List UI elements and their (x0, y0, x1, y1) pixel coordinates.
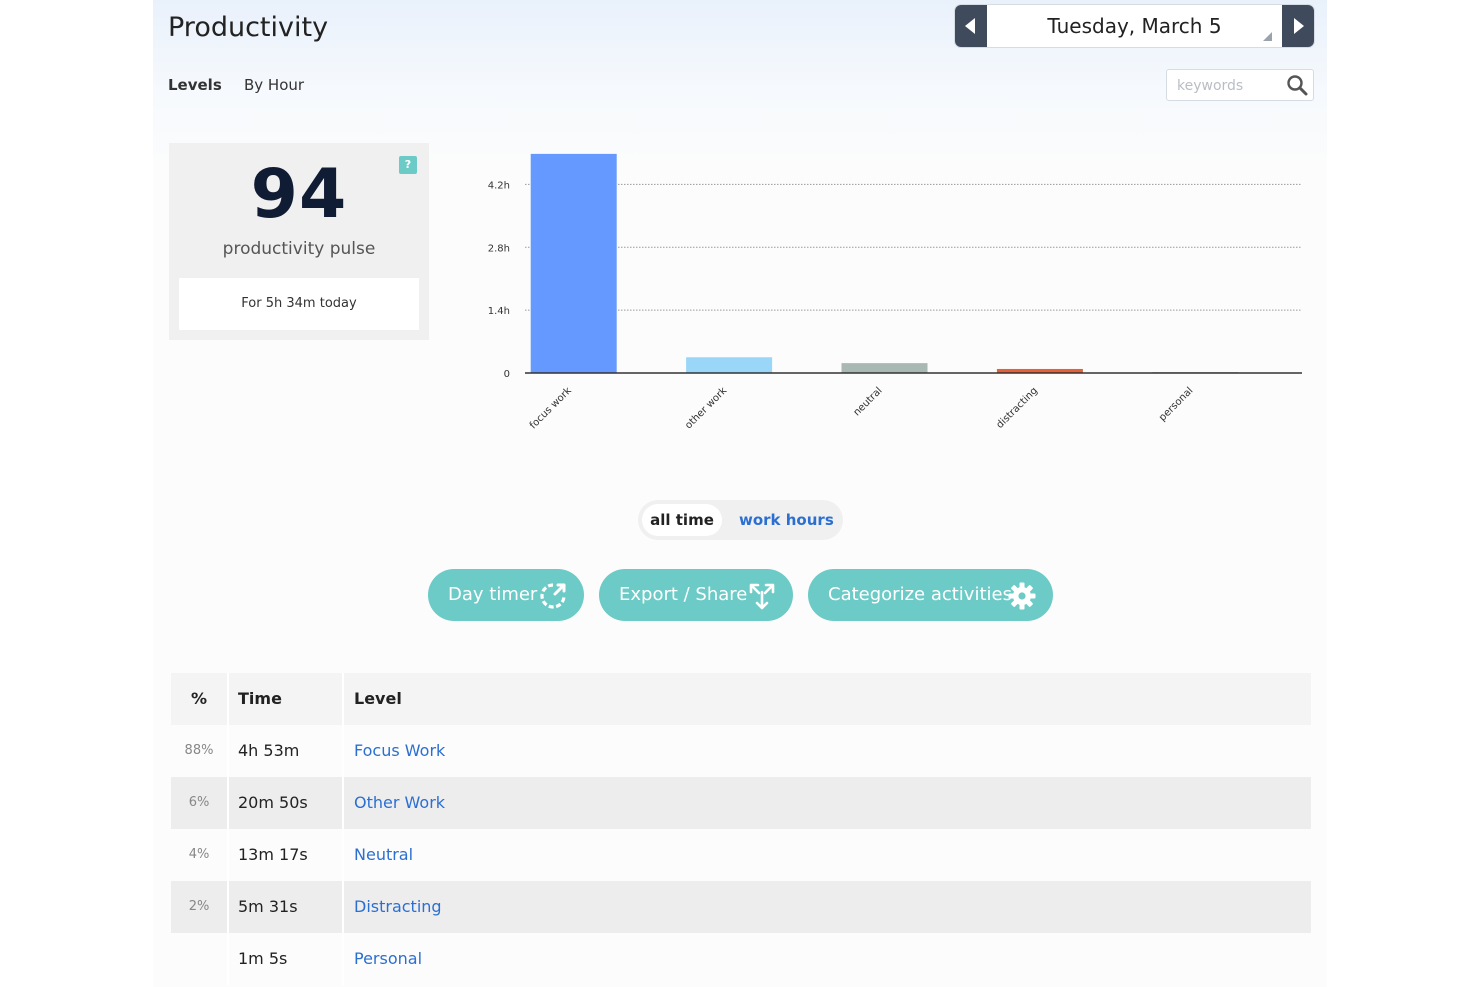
x-tick-label: focus work (528, 385, 574, 431)
table-row: 6% 20m 50s Other Work (171, 777, 1311, 829)
day-timer-button[interactable]: Day timer (428, 569, 584, 621)
table-row: 88% 4h 53m Focus Work (171, 725, 1311, 777)
resize-handle-icon (1263, 32, 1272, 41)
column-divider (342, 881, 344, 933)
column-divider (227, 933, 229, 985)
row-percent: 88% (184, 743, 214, 758)
search-box (1166, 69, 1314, 101)
row-time: 4h 53m (238, 741, 300, 760)
table-row: 2% 5m 31s Distracting (171, 881, 1311, 933)
search-icon[interactable] (1286, 74, 1308, 96)
row-time: 1m 5s (238, 949, 288, 968)
column-divider (227, 881, 229, 933)
level-link-neutral[interactable]: Neutral (354, 845, 414, 864)
export-share-label: Export / Share (619, 584, 748, 605)
tab-levels[interactable]: Levels (168, 76, 222, 94)
row-percent (171, 933, 227, 985)
chevron-right-icon (1294, 18, 1304, 34)
x-tick-label: other work (683, 385, 729, 431)
level-link-distracting[interactable]: Distracting (354, 897, 442, 916)
row-time: 20m 50s (238, 793, 308, 812)
pulse-score: 94 (250, 155, 348, 234)
table-header-row: % Time Level (171, 673, 1311, 725)
pulse-label: productivity pulse (222, 239, 376, 259)
bar-neutral (841, 363, 928, 373)
row-time: 13m 17s (238, 845, 308, 864)
y-tick-label: 4.2h (488, 180, 510, 191)
x-tick-label: distracting (994, 385, 1040, 431)
export-share-button[interactable]: Export / Share (599, 569, 793, 621)
table-row: 4% 13m 17s Neutral (171, 829, 1311, 881)
column-divider (227, 829, 229, 881)
bar-other-work (686, 357, 773, 373)
level-link-personal[interactable]: Personal (354, 949, 423, 968)
header-percent: % (190, 689, 208, 708)
column-divider (342, 933, 344, 985)
pulse-duration: For 5h 34m today (179, 278, 419, 330)
level-link-other-work[interactable]: Other Work (354, 793, 446, 812)
column-divider (342, 673, 344, 725)
column-divider (227, 673, 229, 725)
header-level: Level (354, 689, 402, 708)
column-divider (342, 777, 344, 829)
row-percent: 2% (188, 899, 210, 914)
column-divider (227, 777, 229, 829)
column-divider (342, 725, 344, 777)
current-date[interactable]: Tuesday, March 5 (1047, 14, 1222, 38)
search-input[interactable] (1175, 74, 1284, 98)
toggle-work-hours[interactable]: work hours (739, 511, 834, 529)
share-icon (749, 583, 775, 610)
level-link-focus-work[interactable]: Focus Work (354, 741, 446, 760)
levels-table: % Time Level 88% 4h 53m Focus Work 6% 20… (171, 673, 1311, 985)
toggle-all-time[interactable]: all time (642, 504, 722, 536)
y-tick-label: 1.4h (488, 306, 510, 317)
bar-focus-work (530, 153, 617, 373)
day-timer-label: Day timer (448, 584, 538, 605)
help-icon[interactable]: ? (399, 156, 417, 174)
table-row: 1m 5s Personal (171, 933, 1311, 985)
row-percent: 4% (188, 847, 210, 862)
y-tick-label: 2.8h (488, 243, 510, 254)
next-day-button[interactable] (1282, 5, 1314, 47)
tab-by-hour[interactable]: By Hour (244, 76, 305, 94)
previous-day-button[interactable] (955, 5, 987, 47)
row-time: 5m 31s (238, 897, 298, 916)
y-tick-label: 0 (504, 369, 510, 380)
page-title: Productivity (168, 12, 329, 43)
column-divider (227, 725, 229, 777)
range-toggle: all time work hours (638, 500, 843, 540)
date-picker[interactable]: Tuesday, March 5 (955, 5, 1314, 47)
productivity-bar-chart: 0 1.4h 2.8h 4.2h focus work other work neutral… (488, 153, 1302, 431)
gear-icon (1008, 582, 1036, 610)
column-divider (342, 829, 344, 881)
categorize-activities-label: Categorize activities (828, 584, 1012, 605)
x-tick-label: personal (1157, 385, 1195, 423)
categorize-activities-button[interactable]: Categorize activities (808, 569, 1053, 621)
timer-icon (540, 583, 566, 609)
header-time: Time (238, 689, 282, 708)
chevron-left-icon (965, 18, 975, 34)
bar-distracting (996, 368, 1083, 373)
row-percent: 6% (188, 795, 210, 810)
x-tick-label: neutral (852, 385, 885, 418)
productivity-pulse-card: ? 94 productivity pulse For 5h 34m today (169, 143, 429, 340)
